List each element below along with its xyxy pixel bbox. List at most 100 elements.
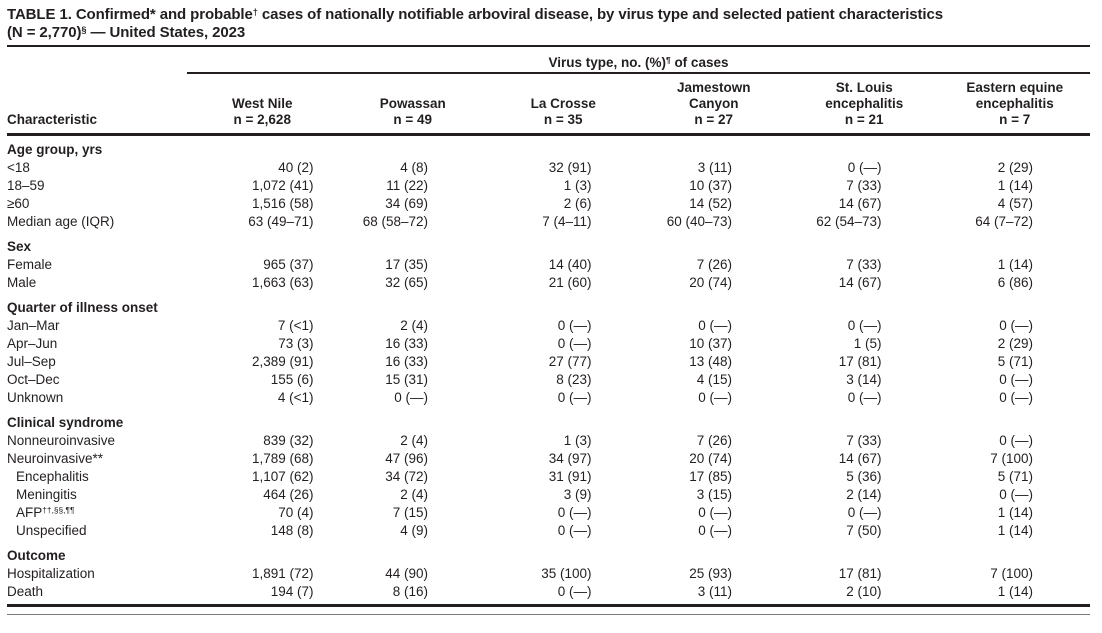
table-cell: 5 (71) bbox=[997, 469, 1033, 484]
table-cell: 5 (36) bbox=[846, 469, 882, 484]
table-cell: 21 (60) bbox=[548, 275, 592, 290]
table-cell: 44 (90) bbox=[385, 566, 428, 581]
table-cell: 0 (—) bbox=[698, 390, 732, 405]
table-cell: 10 (37) bbox=[689, 178, 732, 193]
table-cell: 0 (—) bbox=[847, 505, 882, 520]
spanner-text: of cases bbox=[670, 55, 729, 70]
table-cell: 17 (81) bbox=[838, 354, 882, 369]
table-row: Unspecified 148 (8) 4 (9) 0 (—) 0 (—) 7 (50) 1… bbox=[7, 522, 1090, 540]
table-row: <18 40 (2) 4 (8) 32 (91) 3 (11) 0 (—) 2 (29) bbox=[7, 159, 1090, 177]
spanner-row: Virus type, no. (%)¶ of cases bbox=[7, 47, 1090, 74]
column-n-count: n = 7 bbox=[999, 112, 1031, 127]
table-cell: 1 (14) bbox=[997, 257, 1033, 272]
row-label: Female bbox=[7, 257, 53, 272]
row-label: Neuroinvasive** bbox=[7, 451, 104, 466]
row-label: Median age (IQR) bbox=[7, 214, 115, 229]
table-cell: 68 (58–72) bbox=[362, 214, 428, 229]
table-cell: 1 (3) bbox=[563, 433, 592, 448]
title-rule bbox=[7, 45, 1090, 47]
table-cell: 7 (50) bbox=[846, 523, 882, 538]
table-row: Apr–Jun 73 (3) 16 (33) 0 (—) 10 (37) 1 (5) 2 (… bbox=[7, 335, 1090, 353]
table-cell: 31 (91) bbox=[548, 469, 592, 484]
table-cell: 10 (37) bbox=[689, 336, 732, 351]
table-cell: 27 (77) bbox=[548, 354, 592, 369]
row-label: Oct–Dec bbox=[7, 372, 60, 387]
row-label: Jan–Mar bbox=[7, 318, 60, 333]
table-cell: 25 (93) bbox=[689, 566, 732, 581]
table-cell: 0 (—) bbox=[698, 523, 732, 538]
table-cell: 0 (—) bbox=[698, 505, 732, 520]
column-header-st-louis-encephalitis: St. Louis encephalitis n = 21 bbox=[789, 80, 940, 128]
table-cell: 17 (85) bbox=[689, 469, 732, 484]
table-row: ≥60 1,516 (58) 34 (69) 2 (6) 14 (52) 14 (67) 4… bbox=[7, 195, 1090, 213]
table-cell: 7 (26) bbox=[696, 257, 732, 272]
table-cell: 1,789 (68) bbox=[251, 451, 314, 466]
table-row: 18–59 1,072 (41) 11 (22) 1 (3) 10 (37) 7 (33)… bbox=[7, 177, 1090, 195]
table-cell: 7 (<1) bbox=[277, 318, 314, 333]
table-cell: 7 (33) bbox=[846, 433, 882, 448]
spanner-text: Virus type, no. (%) bbox=[548, 55, 667, 70]
table-cell: 1,107 (62) bbox=[251, 469, 314, 484]
table-cell: 0 (—) bbox=[557, 584, 592, 599]
table-cell: 1,891 (72) bbox=[251, 566, 314, 581]
row-label: Meningitis bbox=[16, 487, 77, 502]
title-segment: — United States, 2023 bbox=[86, 24, 246, 41]
table-cell: 62 (54–73) bbox=[816, 214, 882, 229]
table-cell: 464 (26) bbox=[263, 487, 314, 502]
table-cell: 1 (14) bbox=[997, 505, 1033, 520]
row-label: Male bbox=[7, 275, 37, 290]
table-cell: 0 (—) bbox=[394, 390, 428, 405]
table-cell: 1,516 (58) bbox=[251, 196, 314, 211]
table-cell: 0 (—) bbox=[698, 318, 732, 333]
section-row: Sex bbox=[7, 231, 1090, 256]
footnote-marker: ††,§§,¶¶ bbox=[42, 505, 75, 516]
table-cell: 1 (14) bbox=[997, 523, 1033, 538]
table-cell: 155 (6) bbox=[270, 372, 314, 387]
table-row: Hospitalization 1,891 (72) 44 (90) 35 (100)… bbox=[7, 565, 1090, 583]
table-cell: 1 (5) bbox=[853, 336, 882, 351]
table-row: Encephalitis 1,107 (62) 34 (72) 31 (91) 17 (… bbox=[7, 468, 1090, 486]
footnote-marker-section: § bbox=[81, 24, 87, 35]
table-cell: 3 (14) bbox=[846, 372, 882, 387]
row-label: ≥60 bbox=[7, 196, 30, 211]
table-cell: 34 (97) bbox=[548, 451, 592, 466]
table-row: Male 1,663 (63) 32 (65) 21 (60) 20 (74) 14 (6… bbox=[7, 274, 1090, 292]
table-cell: 14 (67) bbox=[838, 451, 882, 466]
table-cell: 17 (81) bbox=[838, 566, 882, 581]
table-cell: 0 (—) bbox=[557, 523, 592, 538]
table-bottom-rule-thin bbox=[7, 614, 1090, 615]
row-label: AFP††,§§,¶¶ bbox=[16, 505, 75, 520]
table-cell: 4 (57) bbox=[997, 196, 1033, 211]
mmwr-table-page: TABLE 1. Confirmed* and probable† cases … bbox=[7, 6, 1090, 615]
table-row: AFP††,§§,¶¶ 70 (4) 7 (15) 0 (—) 0 (—) 0 (—) 1 … bbox=[7, 504, 1090, 522]
table-cell: 20 (74) bbox=[689, 451, 732, 466]
column-n-count: n = 2,628 bbox=[233, 112, 291, 127]
table-cell: 17 (35) bbox=[385, 257, 428, 272]
column-header-powassan: Powassan n = 49 bbox=[338, 96, 489, 128]
table-cell: 14 (67) bbox=[838, 196, 882, 211]
row-label: Nonneuroinvasive bbox=[7, 433, 116, 448]
table-cell: 1,072 (41) bbox=[251, 178, 314, 193]
table-cell: 15 (31) bbox=[385, 372, 428, 387]
table-cell: 2 (4) bbox=[400, 318, 428, 333]
column-name-line: Canyon bbox=[688, 96, 739, 111]
column-header-row: Characteristic West Nile n = 2,628 Powassa… bbox=[7, 74, 1090, 136]
title-segment: TABLE 1. Confirmed* and probable bbox=[7, 6, 253, 23]
table-cell: 7 (4–11) bbox=[542, 214, 592, 229]
row-label: <18 bbox=[7, 160, 30, 175]
table-cell: 1,663 (63) bbox=[251, 275, 314, 290]
column-header-characteristic: Characteristic bbox=[7, 112, 98, 127]
table-cell: 16 (33) bbox=[385, 336, 428, 351]
table-cell: 2 (29) bbox=[997, 160, 1033, 175]
table-cell: 73 (3) bbox=[278, 336, 314, 351]
table-cell: 5 (71) bbox=[997, 354, 1033, 369]
table-row: Oct–Dec 155 (6) 15 (31) 8 (23) 4 (15) 3 (14) 0… bbox=[7, 371, 1090, 389]
table-cell: 6 (86) bbox=[997, 275, 1033, 290]
table-cell: 14 (52) bbox=[689, 196, 732, 211]
table-cell: 34 (69) bbox=[385, 196, 428, 211]
table-cell: 60 (40–73) bbox=[666, 214, 732, 229]
section-row: Age group, yrs bbox=[7, 136, 1090, 159]
table-cell: 32 (65) bbox=[385, 275, 428, 290]
table-cell: 0 (—) bbox=[999, 433, 1033, 448]
row-label: Death bbox=[7, 584, 44, 599]
